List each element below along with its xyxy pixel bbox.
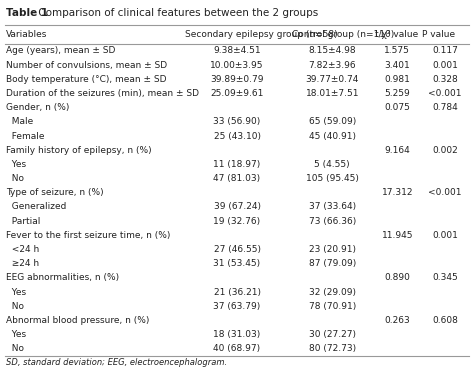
Text: ≥24 h: ≥24 h (6, 259, 39, 268)
Text: 5.259: 5.259 (384, 89, 410, 98)
Text: t/χ² value: t/χ² value (375, 30, 419, 39)
Text: Abnormal blood pressure, n (%): Abnormal blood pressure, n (%) (6, 316, 149, 325)
Text: 1.575: 1.575 (384, 46, 410, 56)
Text: 18 (31.03): 18 (31.03) (213, 330, 261, 339)
Text: 0.981: 0.981 (384, 75, 410, 84)
Text: 0.117: 0.117 (432, 46, 458, 56)
Text: 18.01±7.51: 18.01±7.51 (305, 89, 359, 98)
Text: Yes: Yes (6, 288, 26, 297)
Text: Duration of the seizures (min), mean ± SD: Duration of the seizures (min), mean ± S… (6, 89, 199, 98)
Text: 33 (56.90): 33 (56.90) (213, 117, 261, 126)
Text: Generalized: Generalized (6, 202, 66, 211)
Text: 105 (95.45): 105 (95.45) (306, 174, 359, 183)
Text: 0.890: 0.890 (384, 273, 410, 282)
Text: Partial: Partial (6, 217, 41, 226)
Text: 37 (33.64): 37 (33.64) (309, 202, 356, 211)
Text: Secondary epilepsy group (n=58): Secondary epilepsy group (n=58) (185, 30, 337, 39)
Text: Comparison of clinical features between the 2 groups: Comparison of clinical features between … (35, 8, 319, 18)
Text: 87 (79.09): 87 (79.09) (309, 259, 356, 268)
Text: 73 (66.36): 73 (66.36) (309, 217, 356, 226)
Text: Fever to the first seizure time, n (%): Fever to the first seizure time, n (%) (6, 231, 171, 240)
Text: Yes: Yes (6, 330, 26, 339)
Text: 27 (46.55): 27 (46.55) (213, 245, 261, 254)
Text: 0.328: 0.328 (432, 75, 458, 84)
Text: 23 (20.91): 23 (20.91) (309, 245, 356, 254)
Text: 65 (59.09): 65 (59.09) (309, 117, 356, 126)
Text: Male: Male (6, 117, 33, 126)
Text: Age (years), mean ± SD: Age (years), mean ± SD (6, 46, 116, 56)
Text: 0.263: 0.263 (384, 316, 410, 325)
Text: Number of convulsions, mean ± SD: Number of convulsions, mean ± SD (6, 61, 167, 70)
Text: Yes: Yes (6, 160, 26, 169)
Text: 30 (27.27): 30 (27.27) (309, 330, 356, 339)
Text: 25 (43.10): 25 (43.10) (213, 132, 261, 141)
Text: 19 (32.76): 19 (32.76) (213, 217, 261, 226)
Text: 11.945: 11.945 (382, 231, 413, 240)
Text: 0.075: 0.075 (384, 103, 410, 112)
Text: 80 (72.73): 80 (72.73) (309, 344, 356, 353)
Text: Type of seizure, n (%): Type of seizure, n (%) (6, 188, 104, 197)
Text: Family history of epilepsy, n (%): Family history of epilepsy, n (%) (6, 146, 152, 155)
Text: 0.002: 0.002 (432, 146, 458, 155)
Text: Control group (n=110): Control group (n=110) (292, 30, 394, 39)
Text: 0.345: 0.345 (432, 273, 458, 282)
Text: 9.38±4.51: 9.38±4.51 (213, 46, 261, 56)
Text: 32 (29.09): 32 (29.09) (309, 288, 356, 297)
Text: 8.15±4.98: 8.15±4.98 (309, 46, 356, 56)
Text: 0.784: 0.784 (432, 103, 458, 112)
Text: Variables: Variables (6, 30, 47, 39)
Text: 78 (70.91): 78 (70.91) (309, 302, 356, 311)
Text: 0.001: 0.001 (432, 61, 458, 70)
Text: Table 1: Table 1 (6, 8, 48, 18)
Text: EEG abnormalities, n (%): EEG abnormalities, n (%) (6, 273, 119, 282)
Text: 39 (67.24): 39 (67.24) (213, 202, 261, 211)
Text: <24 h: <24 h (6, 245, 39, 254)
Text: 10.00±3.95: 10.00±3.95 (210, 61, 264, 70)
Text: Gender, n (%): Gender, n (%) (6, 103, 70, 112)
Text: No: No (6, 302, 24, 311)
Text: 17.312: 17.312 (382, 188, 413, 197)
Text: No: No (6, 344, 24, 353)
Text: No: No (6, 174, 24, 183)
Text: P value: P value (422, 30, 455, 39)
Text: <0.001: <0.001 (428, 188, 462, 197)
Text: 39.77±0.74: 39.77±0.74 (306, 75, 359, 84)
Text: 40 (68.97): 40 (68.97) (213, 344, 261, 353)
Text: 37 (63.79): 37 (63.79) (213, 302, 261, 311)
Text: 0.608: 0.608 (432, 316, 458, 325)
Text: SD, standard deviation; EEG, electroencephalogram.: SD, standard deviation; EEG, electroence… (6, 358, 227, 367)
Text: <0.001: <0.001 (428, 89, 462, 98)
Text: 0.001: 0.001 (432, 231, 458, 240)
Text: 11 (18.97): 11 (18.97) (213, 160, 261, 169)
Text: 7.82±3.96: 7.82±3.96 (309, 61, 356, 70)
Text: Female: Female (6, 132, 45, 141)
Text: 3.401: 3.401 (384, 61, 410, 70)
Text: 47 (81.03): 47 (81.03) (213, 174, 261, 183)
Text: 31 (53.45): 31 (53.45) (213, 259, 261, 268)
Text: 39.89±0.79: 39.89±0.79 (210, 75, 264, 84)
Text: Body temperature (°C), mean ± SD: Body temperature (°C), mean ± SD (6, 75, 167, 84)
Text: 25.09±9.61: 25.09±9.61 (210, 89, 264, 98)
Text: 9.164: 9.164 (384, 146, 410, 155)
Text: 21 (36.21): 21 (36.21) (213, 288, 261, 297)
Text: 5 (4.55): 5 (4.55) (314, 160, 350, 169)
Text: 45 (40.91): 45 (40.91) (309, 132, 356, 141)
